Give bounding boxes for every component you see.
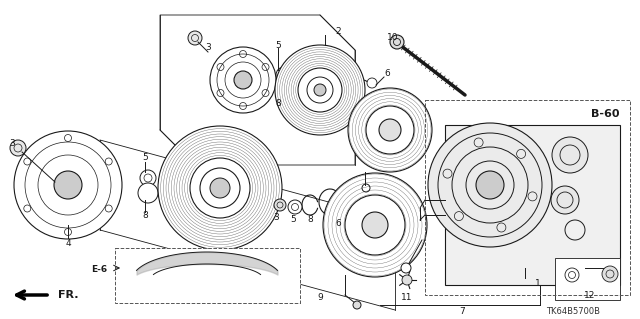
Circle shape [188,31,202,45]
Circle shape [14,131,122,239]
Text: 9: 9 [317,293,323,301]
Bar [425,100,630,295]
Text: E-6: E-6 [91,265,107,275]
Circle shape [288,200,302,214]
Text: 2: 2 [335,27,341,36]
Text: 3: 3 [9,138,15,147]
Circle shape [345,195,405,255]
Circle shape [602,266,618,282]
Circle shape [428,123,552,247]
Bar [455,155,495,185]
Circle shape [274,199,286,211]
Circle shape [367,78,377,88]
Bar [555,258,620,300]
Text: 1: 1 [535,278,541,287]
Text: 5: 5 [275,41,281,49]
Text: 6: 6 [384,69,390,78]
Circle shape [210,178,230,198]
Circle shape [298,68,342,112]
Text: B-60: B-60 [591,109,620,119]
Circle shape [362,212,388,238]
Text: 4: 4 [65,239,71,248]
Circle shape [281,78,299,96]
Circle shape [276,67,292,83]
Circle shape [323,173,427,277]
Text: 10: 10 [387,33,399,42]
Circle shape [54,171,82,199]
Circle shape [402,275,412,285]
Text: 8: 8 [142,211,148,220]
Circle shape [366,106,414,154]
Text: 5: 5 [142,153,148,162]
Text: 7: 7 [459,308,465,316]
Circle shape [190,158,250,218]
Text: 12: 12 [584,292,596,300]
Text: 11: 11 [401,293,413,302]
Circle shape [379,119,401,141]
Circle shape [210,47,276,113]
Circle shape [401,263,411,273]
Circle shape [234,71,252,89]
Circle shape [10,140,26,156]
Circle shape [140,170,156,186]
Circle shape [275,45,365,135]
Text: TK64B5700B: TK64B5700B [546,308,600,316]
Bar [115,248,300,303]
Text: 5: 5 [290,216,296,225]
Text: 3: 3 [205,43,211,53]
Circle shape [158,126,282,250]
Text: 6: 6 [335,219,341,227]
Text: FR.: FR. [58,290,79,300]
Circle shape [353,301,361,309]
Circle shape [138,183,158,203]
Circle shape [552,137,588,173]
Circle shape [476,171,504,199]
Circle shape [551,186,579,214]
Text: 8: 8 [275,99,281,108]
Circle shape [314,84,326,96]
Circle shape [390,35,404,49]
Circle shape [348,88,432,172]
Text: 8: 8 [307,216,313,225]
Text: 3: 3 [273,213,279,222]
Bar [445,125,620,285]
